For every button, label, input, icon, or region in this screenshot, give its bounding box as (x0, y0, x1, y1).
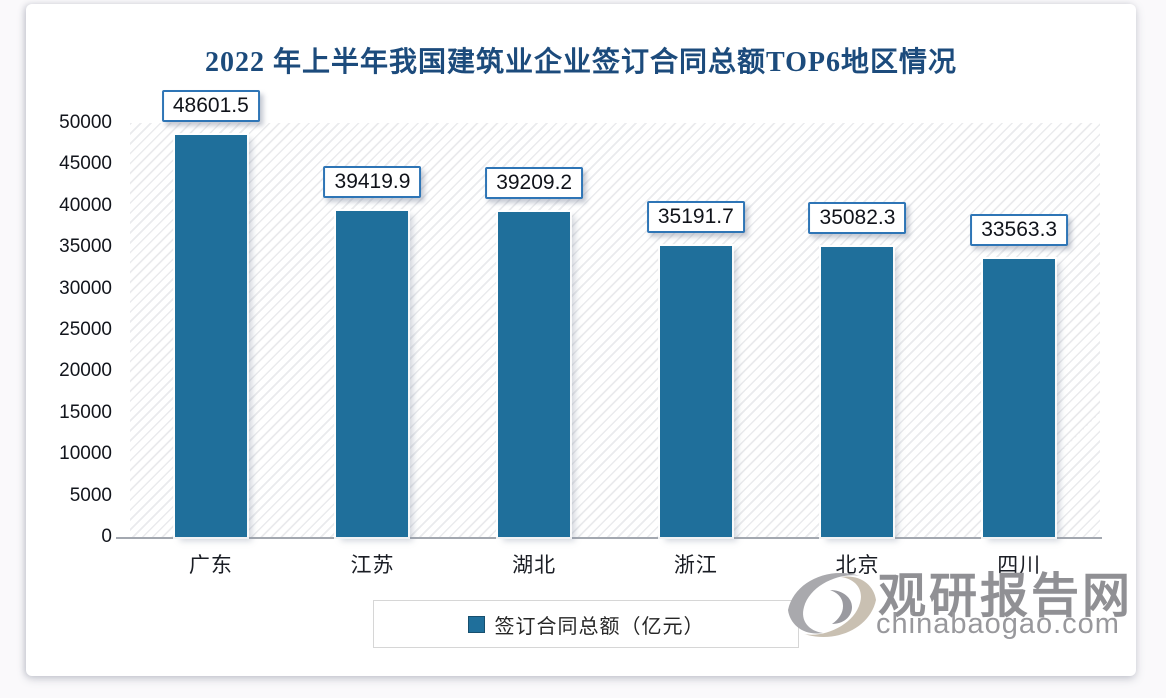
bar-江苏 (336, 210, 409, 537)
bar-广东 (174, 134, 247, 537)
bar-slot: 39209.2 (453, 123, 615, 537)
bar-slot: 35191.7 (615, 123, 777, 537)
bar-slot: 39419.9 (292, 123, 454, 537)
x-axis-label-北京: 北京 (835, 554, 880, 577)
chart-card: 2022 年上半年我国建筑业企业签订合同总额TOP6地区情况 50000 4500… (26, 4, 1136, 676)
y-tick-label: 10000 (59, 443, 112, 465)
y-axis-labels: 50000 45000 40000 35000 30000 25000 20000 15000… (26, 112, 112, 547)
chart-title: 2022 年上半年我国建筑业企业签订合同总额TOP6地区情况 (204, 47, 958, 78)
bar-slot: 48601.5 (130, 89, 292, 537)
x-axis-label-四川: 四川 (997, 554, 1042, 577)
y-tick-label: 0 (101, 526, 112, 547)
y-tick-label: 40000 (59, 194, 112, 216)
y-tick-label: 35000 (59, 236, 112, 258)
bar-value-label: 39209.2 (485, 167, 584, 200)
y-tick-label: 25000 (59, 319, 112, 340)
bar-value-label: 48601.5 (161, 89, 260, 122)
legend-box: 签订合同总额（亿元） (373, 600, 799, 648)
legend-series-label: 签订合同总额（亿元） (494, 615, 705, 638)
x-axis-label-江苏: 江苏 (350, 554, 395, 577)
bar-value-label: 33563.3 (970, 214, 1069, 247)
x-axis-label-广东: 广东 (188, 554, 233, 577)
y-tick-label: 45000 (59, 153, 112, 175)
x-axis-label-湖北: 湖北 (512, 554, 557, 577)
x-axis-label-浙江: 浙江 (673, 554, 718, 577)
bar-slot: 35082.3 (777, 123, 939, 537)
y-tick-label: 50000 (59, 112, 112, 133)
bar-浙江 (659, 245, 732, 537)
bar-value-label: 39419.9 (323, 165, 422, 198)
bar-value-label: 35082.3 (808, 201, 907, 234)
bar-slot: 33563.3 (938, 123, 1100, 537)
plot-area: 48601.5 39419.9 39209.2 35191.7 35082.3 33563… (116, 89, 1102, 539)
bar-湖北 (498, 212, 571, 537)
bar-value-label: 35191.7 (646, 200, 745, 233)
y-tick-label: 20000 (59, 360, 112, 382)
x-axis-line (116, 537, 1102, 539)
x-axis-labels: 广东 江苏 湖北 浙江 北京 四川 (130, 549, 1100, 579)
y-tick-label: 5000 (69, 484, 112, 506)
legend-series-marker-icon (467, 615, 485, 633)
y-tick-label: 30000 (59, 277, 112, 299)
watermark-site-url: chinabaogao.com (876, 608, 1120, 640)
bar-北京 (821, 246, 894, 537)
bar-四川 (983, 259, 1056, 537)
y-tick-label: 15000 (59, 401, 112, 423)
